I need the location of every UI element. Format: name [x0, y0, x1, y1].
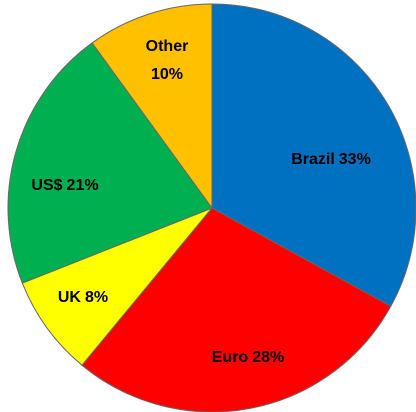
- category-label: Euro: [212, 349, 249, 366]
- value-label: 8%: [85, 289, 108, 306]
- pie-slice: [7, 42, 213, 284]
- data-label: Other 10%: [146, 38, 189, 83]
- category-label: Other: [146, 38, 189, 55]
- category-label: Brazil: [291, 151, 335, 168]
- value-label: 10%: [151, 66, 183, 83]
- data-label: Euro 28%: [212, 349, 284, 366]
- value-label: 33%: [339, 151, 371, 168]
- data-label: UK 8%: [58, 289, 108, 306]
- pie-slice: [91, 3, 213, 210]
- pie-slice: [21, 207, 213, 366]
- category-label: US$: [31, 177, 62, 194]
- pie-slice: [81, 207, 392, 412]
- pie-slice: [211, 3, 416, 307]
- value-label: 21%: [67, 177, 99, 194]
- data-label: US$ 21%: [31, 177, 98, 194]
- value-label: 28%: [252, 349, 284, 366]
- data-label: Brazil 33%: [291, 151, 371, 168]
- category-label: UK: [58, 289, 82, 306]
